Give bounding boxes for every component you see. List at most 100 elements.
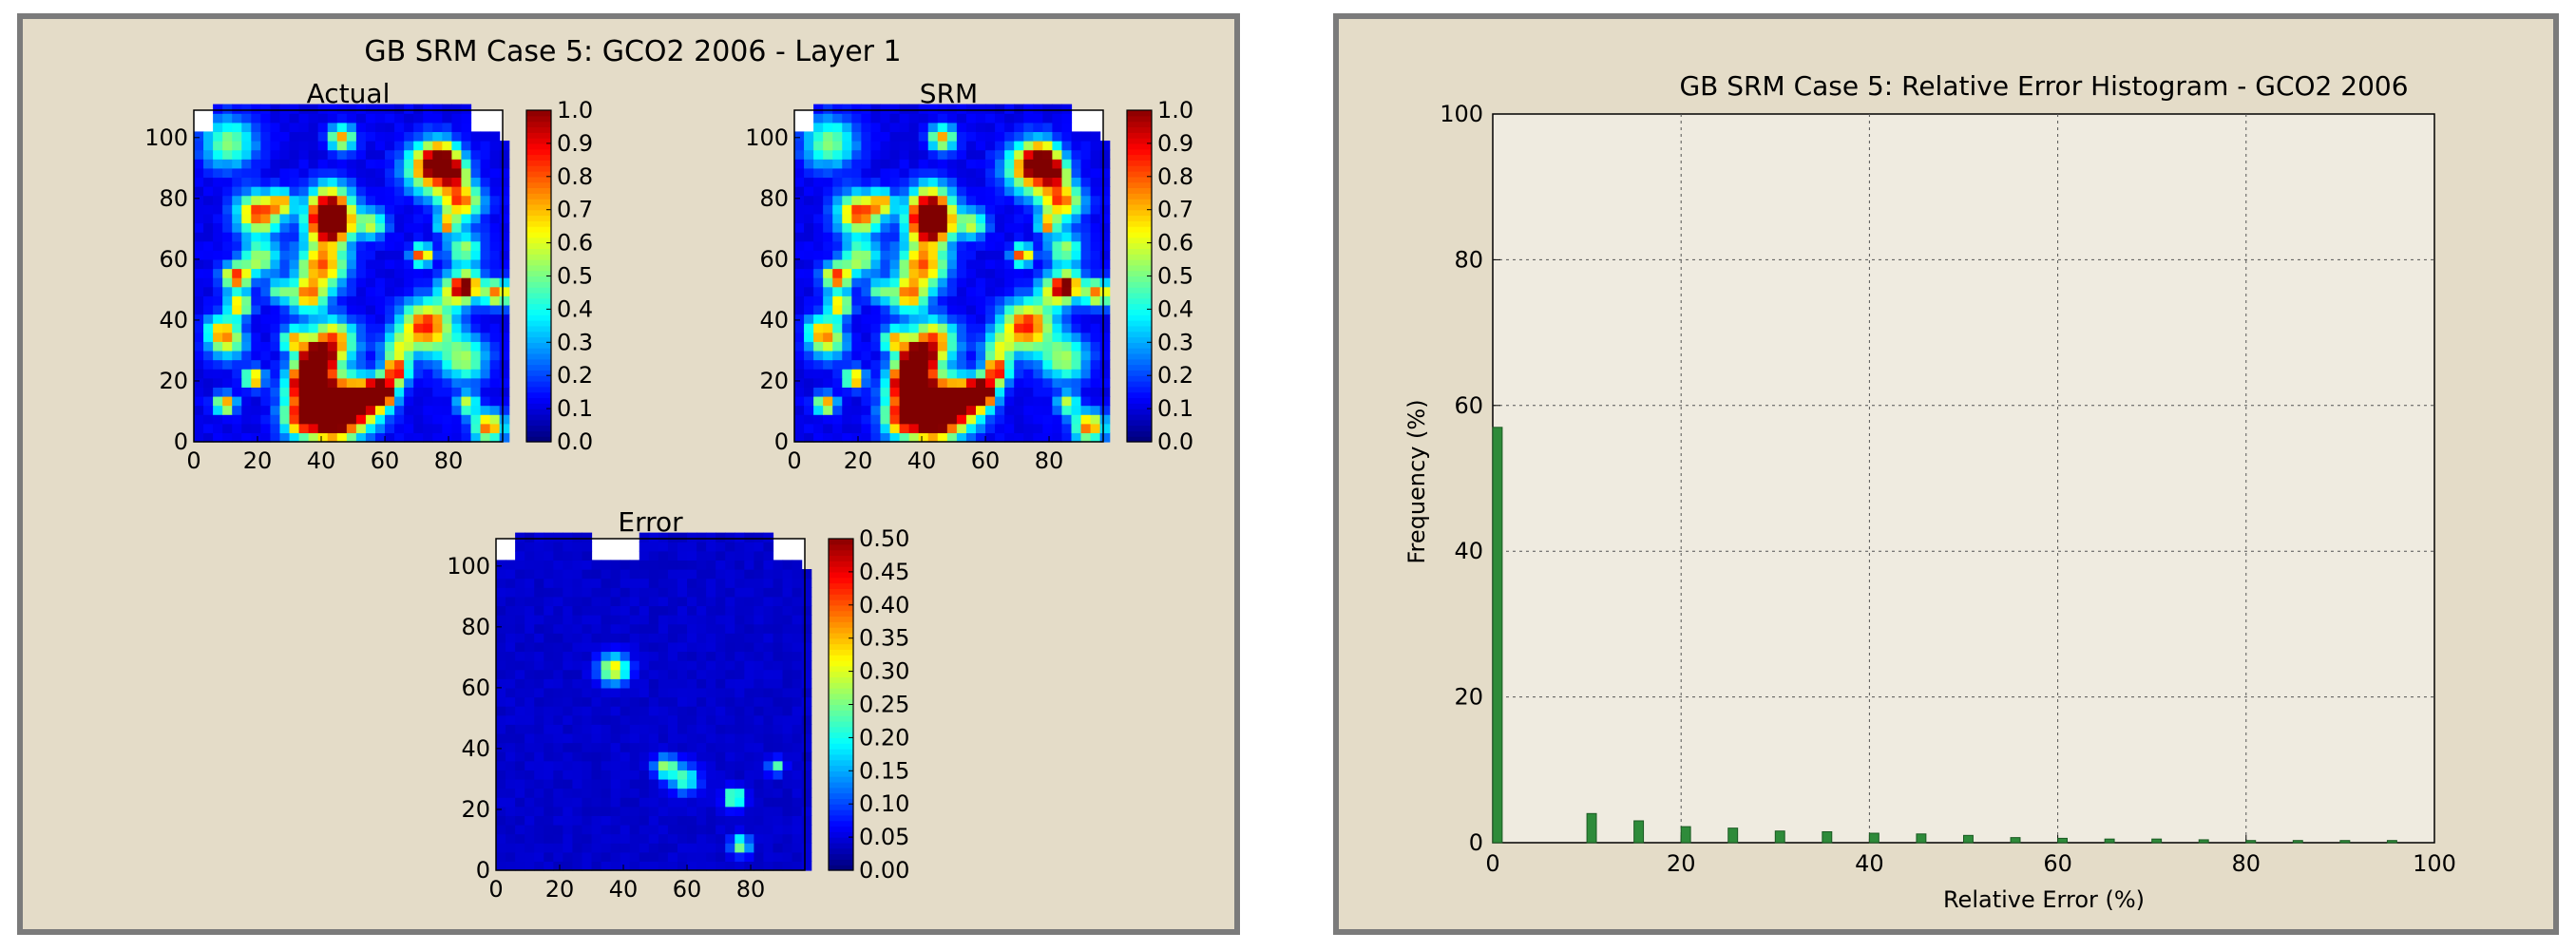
heatmap-cell [1071,414,1082,425]
heatmap-cell [918,323,929,333]
heatmap-cell [927,141,939,151]
heatmap-cell [782,560,793,570]
colorbar-tick-label: 0.2 [557,362,593,389]
heatmap-cell [804,314,814,324]
heatmap-cell [241,232,252,242]
heatmap-cell [572,578,583,588]
heatmap-cell [232,332,242,342]
heatmap-cell [927,222,939,233]
heatmap-cell [506,633,516,643]
heatmap-cell [706,578,716,588]
colorbar-tick-label: 0.45 [859,559,909,585]
heatmap-cell [385,122,395,133]
heatmap-cell [385,167,395,179]
heatmap-cell [423,222,433,233]
heatmap-cell [470,395,482,407]
heatmap-cell [1004,177,1015,187]
heatmap-cell [985,104,996,114]
heatmap-cell [442,286,452,296]
heatmap-cell [610,760,621,770]
heatmap-cell [696,714,707,725]
heatmap-cell [525,732,535,744]
heatmap-cell [965,232,977,242]
heatmap-cell [880,167,891,179]
heatmap-cell [1014,122,1024,133]
heatmap-cell [222,186,233,197]
heatmap-cell [965,286,977,296]
heatmap-cell [499,423,510,433]
heatmap-cell [801,760,812,770]
heatmap-cell [1080,141,1092,151]
heatmap-cell [525,843,535,853]
heatmap-cell [908,314,920,324]
heatmap-cell [842,204,852,215]
heatmap-cell [687,696,697,707]
heatmap-cell [515,678,525,689]
heatmap-cell [270,323,281,333]
heatmap-cell [298,295,310,306]
heatmap-cell [591,651,602,661]
heatmap-cell [1052,113,1063,124]
heatmap-cell [956,332,967,342]
heatmap-cell [677,706,688,716]
colorbar-segment [526,203,551,211]
heatmap-cell [601,815,612,826]
heatmap-cell [506,660,516,671]
heatmap-cell [763,797,774,808]
heatmap-cell [889,369,901,379]
heatmap-cell [832,159,843,169]
heatmap-cell [404,141,414,151]
heatmap-cell [298,222,310,233]
heatmap-cell [327,258,338,270]
heatmap-cell [461,167,472,179]
heatmap-cell [880,177,891,187]
heatmap-cell [1061,113,1073,124]
y-tick-label: 60 [461,675,490,701]
heatmap-cell [658,560,669,570]
colorbar-segment [526,126,551,133]
heatmap-cell [842,222,852,233]
heatmap-cell [534,806,544,816]
heatmap-cell [563,615,574,625]
heatmap-cell [804,323,814,333]
heatmap-cell [801,669,812,679]
colorbar-segment [526,226,551,233]
heatmap-cell [241,414,252,425]
heatmap-cell [985,186,996,197]
heatmap-cell [355,304,367,315]
heatmap-cell [222,314,233,324]
heatmap-cell [965,414,977,425]
heatmap-cell [1014,159,1024,169]
heatmap-cell [194,167,204,179]
heatmap-cell [489,314,501,324]
heatmap-cell [489,195,501,205]
heatmap-cell [946,113,958,124]
heatmap-cell [813,250,824,260]
heatmap-cell [1042,141,1053,151]
heatmap-cell [706,861,716,871]
heatmap-cell [937,131,948,142]
heatmap-cell [270,387,281,397]
heatmap-cell [355,104,367,114]
heatmap-cell [773,724,784,734]
heatmap-cell [203,141,214,151]
heatmap-cell [232,350,242,361]
heatmap-cell [601,623,612,634]
heatmap-cell [374,341,386,352]
heatmap-cell [667,560,678,570]
heatmap-cell [203,222,214,233]
heatmap-cell [480,332,491,342]
heatmap-cell [591,569,602,580]
heatmap-cell [385,258,395,270]
heatmap-cell [385,350,395,361]
heatmap-cell [1071,177,1082,187]
heatmap-cell [515,596,525,607]
heatmap-cell [706,678,716,689]
heatmap-cell [687,770,697,780]
heatmap-cell [1004,277,1015,288]
heatmap-cell [432,232,443,242]
heatmap-cell [725,660,735,671]
heatmap-cell [667,696,678,707]
x-tick-label: 60 [673,876,702,903]
heatmap-cell [525,815,535,826]
